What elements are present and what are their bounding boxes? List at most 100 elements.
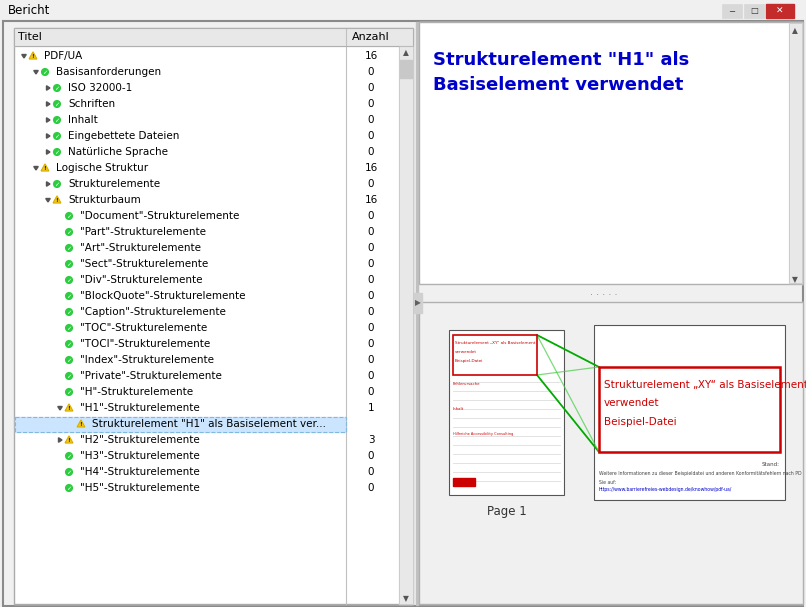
Bar	[14, 28, 413, 46]
Text: Strukturelement „XY“ als Basiselement: Strukturelement „XY“ als Basiselement	[455, 341, 535, 345]
Text: verwendet: verwendet	[604, 398, 659, 408]
Text: ✓: ✓	[66, 486, 72, 491]
Bar	[594, 325, 785, 500]
Polygon shape	[29, 52, 37, 59]
Circle shape	[54, 133, 60, 140]
Circle shape	[42, 69, 48, 75]
Polygon shape	[47, 118, 50, 122]
Text: 0: 0	[368, 355, 374, 365]
Circle shape	[65, 341, 73, 347]
Bar	[14, 28, 413, 46]
Circle shape	[54, 101, 60, 107]
Polygon shape	[47, 86, 50, 90]
Text: "Art"-Strukturelemente: "Art"-Strukturelemente	[80, 243, 201, 253]
Text: ✓: ✓	[54, 134, 60, 139]
Polygon shape	[58, 407, 62, 410]
Text: 0: 0	[368, 67, 374, 77]
Circle shape	[65, 245, 73, 251]
Text: !: !	[44, 166, 47, 171]
Bar	[14, 28, 413, 604]
Text: "H1"-Strukturelemente: "H1"-Strukturelemente	[80, 403, 200, 413]
Text: Beispiel-Datei: Beispiel-Datei	[455, 359, 484, 363]
Text: ✓: ✓	[66, 358, 72, 363]
Bar	[419, 22, 803, 284]
Bar	[789, 23, 802, 283]
Circle shape	[65, 357, 73, 364]
Text: verwendet: verwendet	[455, 350, 477, 354]
Text: ✓: ✓	[66, 246, 72, 251]
Text: Basiselement verwendet: Basiselement verwendet	[433, 76, 683, 94]
Text: ✓: ✓	[54, 102, 60, 107]
Polygon shape	[34, 70, 38, 74]
Text: ✓: ✓	[43, 70, 48, 75]
Text: 0: 0	[368, 275, 374, 285]
Bar	[453, 335, 537, 375]
Polygon shape	[47, 134, 50, 138]
Bar	[419, 22, 803, 284]
Text: "TOC"-Strukturelemente: "TOC"-Strukturelemente	[80, 323, 207, 333]
Polygon shape	[47, 181, 50, 186]
Text: 0: 0	[368, 99, 374, 109]
Text: Schriften: Schriften	[68, 99, 115, 109]
Bar	[399, 46, 413, 604]
Text: ✓: ✓	[66, 278, 72, 283]
Text: ▶: ▶	[415, 299, 421, 308]
Bar	[449, 330, 564, 495]
Text: Strukturelement "H1" als Basiselement ver...: Strukturelement "H1" als Basiselement ve…	[92, 419, 326, 429]
Text: 0: 0	[368, 339, 374, 349]
Text: Sie auf:: Sie auf:	[599, 480, 616, 484]
Bar	[594, 325, 785, 500]
Text: ✕: ✕	[776, 7, 783, 16]
Text: ✓: ✓	[66, 326, 72, 331]
Text: 0: 0	[368, 291, 374, 301]
Bar	[399, 46, 413, 604]
Text: Strukturelement „XY“ als Basiselement: Strukturelement „XY“ als Basiselement	[604, 380, 806, 390]
Text: ▲: ▲	[403, 49, 409, 58]
Text: Hilfreiche Accessibility Consulting: Hilfreiche Accessibility Consulting	[453, 432, 513, 436]
Text: "Sect"-Strukturelemente: "Sect"-Strukturelemente	[80, 259, 208, 269]
Bar	[416, 22, 418, 605]
Bar	[722, 4, 742, 18]
Circle shape	[65, 229, 73, 236]
Text: "BlockQuote"-Strukturelemente: "BlockQuote"-Strukturelemente	[80, 291, 246, 301]
Circle shape	[65, 469, 73, 475]
Text: "H5"-Strukturelemente: "H5"-Strukturelemente	[80, 483, 200, 493]
Circle shape	[65, 325, 73, 331]
Polygon shape	[34, 166, 38, 170]
Text: 0: 0	[368, 451, 374, 461]
Bar	[15, 417, 346, 432]
Text: "H2"-Strukturelemente: "H2"-Strukturelemente	[80, 435, 200, 445]
Text: "Div"-Strukturelemente: "Div"-Strukturelemente	[80, 275, 202, 285]
Bar	[414, 293, 422, 313]
Text: 0: 0	[368, 147, 374, 157]
Text: ✓: ✓	[66, 230, 72, 235]
Text: □: □	[750, 7, 758, 16]
Text: Titel: Titel	[18, 32, 42, 42]
Text: "Document"-Strukturelemente: "Document"-Strukturelemente	[80, 211, 239, 221]
Circle shape	[65, 308, 73, 316]
Text: "H4"-Strukturelemente: "H4"-Strukturelemente	[80, 467, 200, 477]
Text: !: !	[56, 198, 59, 203]
Text: ✓: ✓	[66, 294, 72, 299]
Text: "Caption"-Strukturelemente: "Caption"-Strukturelemente	[80, 307, 226, 317]
Text: ▼: ▼	[792, 276, 798, 285]
Text: 0: 0	[368, 467, 374, 477]
Polygon shape	[77, 420, 85, 427]
Text: 0: 0	[368, 243, 374, 253]
Polygon shape	[22, 55, 27, 58]
Text: !: !	[68, 438, 70, 443]
Polygon shape	[53, 196, 60, 203]
Text: "Part"-Strukturelemente: "Part"-Strukturelemente	[80, 227, 206, 237]
Polygon shape	[47, 150, 50, 154]
Text: Logische Struktur: Logische Struktur	[56, 163, 148, 173]
Text: 16: 16	[364, 195, 378, 205]
Text: Strukturbaum: Strukturbaum	[68, 195, 141, 205]
Polygon shape	[46, 198, 50, 202]
Text: 0: 0	[368, 131, 374, 141]
Text: ISO 32000-1: ISO 32000-1	[68, 83, 132, 93]
Text: 0: 0	[368, 259, 374, 269]
Circle shape	[65, 388, 73, 395]
Text: 0: 0	[368, 83, 374, 93]
Text: !: !	[68, 406, 70, 411]
Text: Inhalt: Inhalt	[453, 407, 464, 411]
